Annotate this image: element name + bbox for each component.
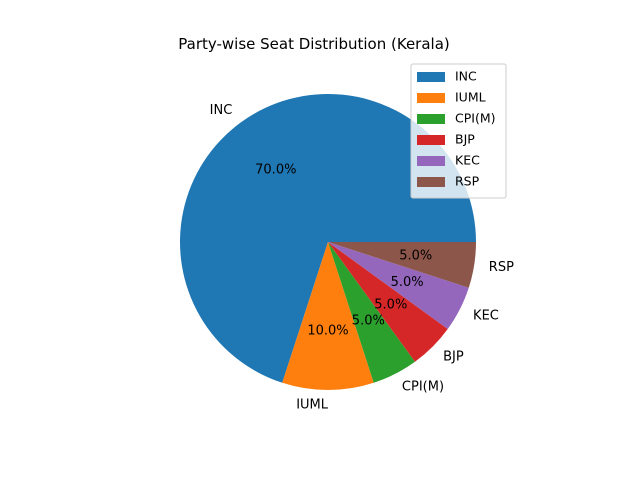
legend-swatch-cpi-m <box>417 114 445 124</box>
pct-label-bjp: 5.0% <box>374 297 407 312</box>
legend-label-iuml: IUML <box>455 90 486 105</box>
slice-cpi-m <box>328 242 415 383</box>
pct-label-inc: 70.0% <box>255 163 296 178</box>
legend-label-inc: INC <box>455 69 477 84</box>
chart-title: Party-wise Seat Distribution (Kerala) <box>178 35 450 53</box>
pct-label-kec: 5.0% <box>391 275 424 290</box>
pct-label-iuml: 10.0% <box>307 323 348 338</box>
legend-label-kec: KEC <box>455 153 480 168</box>
legend-swatch-iuml <box>417 93 445 103</box>
slice-labels: INC IUML CPI(M) BJP KEC RSP <box>210 103 514 413</box>
slice-bjp <box>328 242 448 362</box>
percentage-labels: 70.0% 10.0% 5.0% 5.0% 5.0% 5.0% <box>255 163 432 339</box>
legend-swatch-inc <box>417 72 445 82</box>
slice-iuml <box>282 242 374 391</box>
legend-swatch-rsp <box>417 177 445 187</box>
pct-label-rsp: 5.0% <box>399 248 432 263</box>
slice-label-bjp: BJP <box>443 350 464 365</box>
pct-label-cpi-m: 5.0% <box>352 314 385 329</box>
legend-label-rsp: RSP <box>455 174 480 189</box>
legend-swatch-kec <box>417 156 445 166</box>
pie-slices <box>180 94 476 391</box>
slice-label-kec: KEC <box>473 308 499 323</box>
slice-label-rsp: RSP <box>489 260 514 275</box>
legend-label-bjp: BJP <box>455 132 475 147</box>
slice-label-cpi-m: CPI(M) <box>402 380 444 395</box>
legend-swatch-bjp <box>417 135 445 145</box>
slice-rsp <box>328 242 476 288</box>
legend: INC IUML CPI(M) BJP KEC RSP <box>410 63 507 199</box>
legend-label-cpi-m: CPI(M) <box>455 111 496 126</box>
slice-label-inc: INC <box>210 103 233 118</box>
slice-inc <box>180 94 476 383</box>
slice-kec <box>328 242 469 329</box>
slice-label-iuml: IUML <box>296 397 329 412</box>
